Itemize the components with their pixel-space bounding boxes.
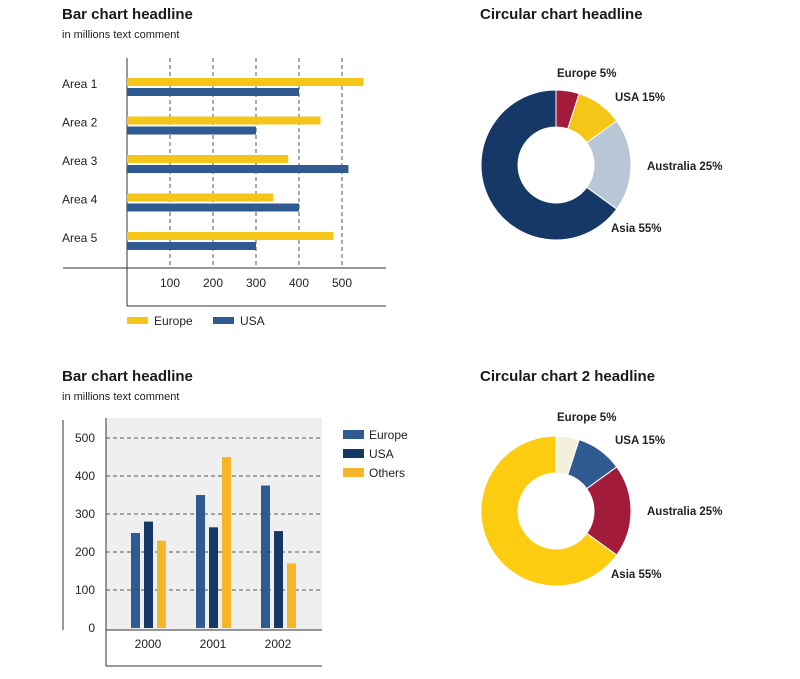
bar-chart-2-subtitle: in millions text comment [62, 391, 180, 403]
bar-chart-2-title: Bar chart headline [62, 368, 193, 385]
legend-label-europe: Europe [154, 314, 193, 328]
bar-europe-2001 [196, 495, 205, 628]
y-tick-label: 100 [75, 583, 95, 597]
bar-usa-4 [127, 203, 299, 212]
y-tick-label: 300 [75, 507, 95, 521]
category-label: Area 2 [62, 116, 98, 130]
slice-label: Asia 55% [611, 223, 662, 235]
slice-label: Australia 25% [647, 161, 722, 173]
legend-swatch-usa [343, 449, 364, 458]
slice-label: Europe 5% [557, 68, 616, 80]
bar-usa-1 [127, 88, 299, 96]
donut-chart-1-title: Circular chart headline [480, 6, 643, 23]
bar-usa-2001 [209, 527, 218, 628]
slice-label: USA 15% [615, 435, 665, 447]
bar-others-2002 [287, 563, 296, 628]
legend-swatch-usa [213, 317, 234, 324]
x-tick-label: 200 [203, 276, 223, 290]
bar-others-2001 [222, 457, 231, 628]
y-tick-label: 200 [75, 545, 95, 559]
y-tick-label: 400 [75, 469, 95, 483]
legend-label-europe: Europe [369, 428, 408, 442]
bar-usa-2 [127, 126, 256, 135]
category-label: 2001 [200, 637, 227, 651]
category-label: Area 5 [62, 231, 98, 245]
legend-label-others: Others [369, 466, 405, 480]
donut-chart-1: Europe 5% USA 15% Australia 25% Asia 55% [480, 68, 722, 241]
legend-label-usa: USA [240, 314, 265, 328]
bar-usa-5 [127, 242, 256, 250]
slice-label: USA 15% [615, 92, 665, 104]
bar-europe-2 [127, 116, 321, 125]
donut-chart-2: Europe 5% USA 15% Australia 25% Asia 55% [480, 412, 722, 587]
y-tick-label: 0 [88, 621, 95, 635]
slice-label: Europe 5% [557, 412, 616, 424]
category-label: Area 4 [62, 193, 98, 207]
x-tick-label: 100 [160, 276, 180, 290]
bar-chart-1-subtitle: in millions text comment [62, 29, 180, 41]
bar-others-2000 [157, 540, 166, 628]
horizontal-bar-chart: 100 200 300 400 500 Area 1 Area 2 Area 3 Area 4 A… [62, 58, 386, 328]
legend-swatch-europe [127, 317, 148, 324]
bar-europe-1 [127, 78, 364, 86]
bar-usa-3 [127, 165, 349, 173]
category-label: Area 3 [62, 154, 98, 168]
bar-europe-2000 [131, 533, 140, 628]
bar-usa-2000 [144, 521, 153, 628]
legend-label-usa: USA [369, 447, 394, 461]
vertical-bar-chart: 0 100 200 300 400 500 2000 2001 2002 Europe USA Oth… [62, 418, 408, 667]
category-label: 2002 [265, 637, 292, 651]
bar-europe-5 [127, 232, 334, 240]
donut-chart-2-title: Circular chart 2 headline [480, 368, 656, 385]
category-label: 2000 [135, 637, 162, 651]
bar-europe-3 [127, 155, 289, 163]
bar-europe-4 [127, 193, 274, 202]
legend-swatch-others [343, 468, 364, 477]
slice-label: Australia 25% [647, 506, 722, 518]
y-tick-label: 500 [75, 431, 95, 445]
x-tick-label: 400 [289, 276, 309, 290]
slice-asia [480, 89, 618, 241]
slice-label: Asia 55% [611, 569, 662, 581]
bar-europe-2002 [261, 485, 270, 628]
category-label: Area 1 [62, 77, 98, 91]
x-tick-label: 500 [332, 276, 352, 290]
legend-swatch-europe [343, 430, 364, 439]
x-tick-label: 300 [246, 276, 266, 290]
bar-usa-2002 [274, 531, 283, 628]
slice-asia [480, 435, 618, 587]
bar-chart-1-title: Bar chart headline [62, 6, 193, 23]
